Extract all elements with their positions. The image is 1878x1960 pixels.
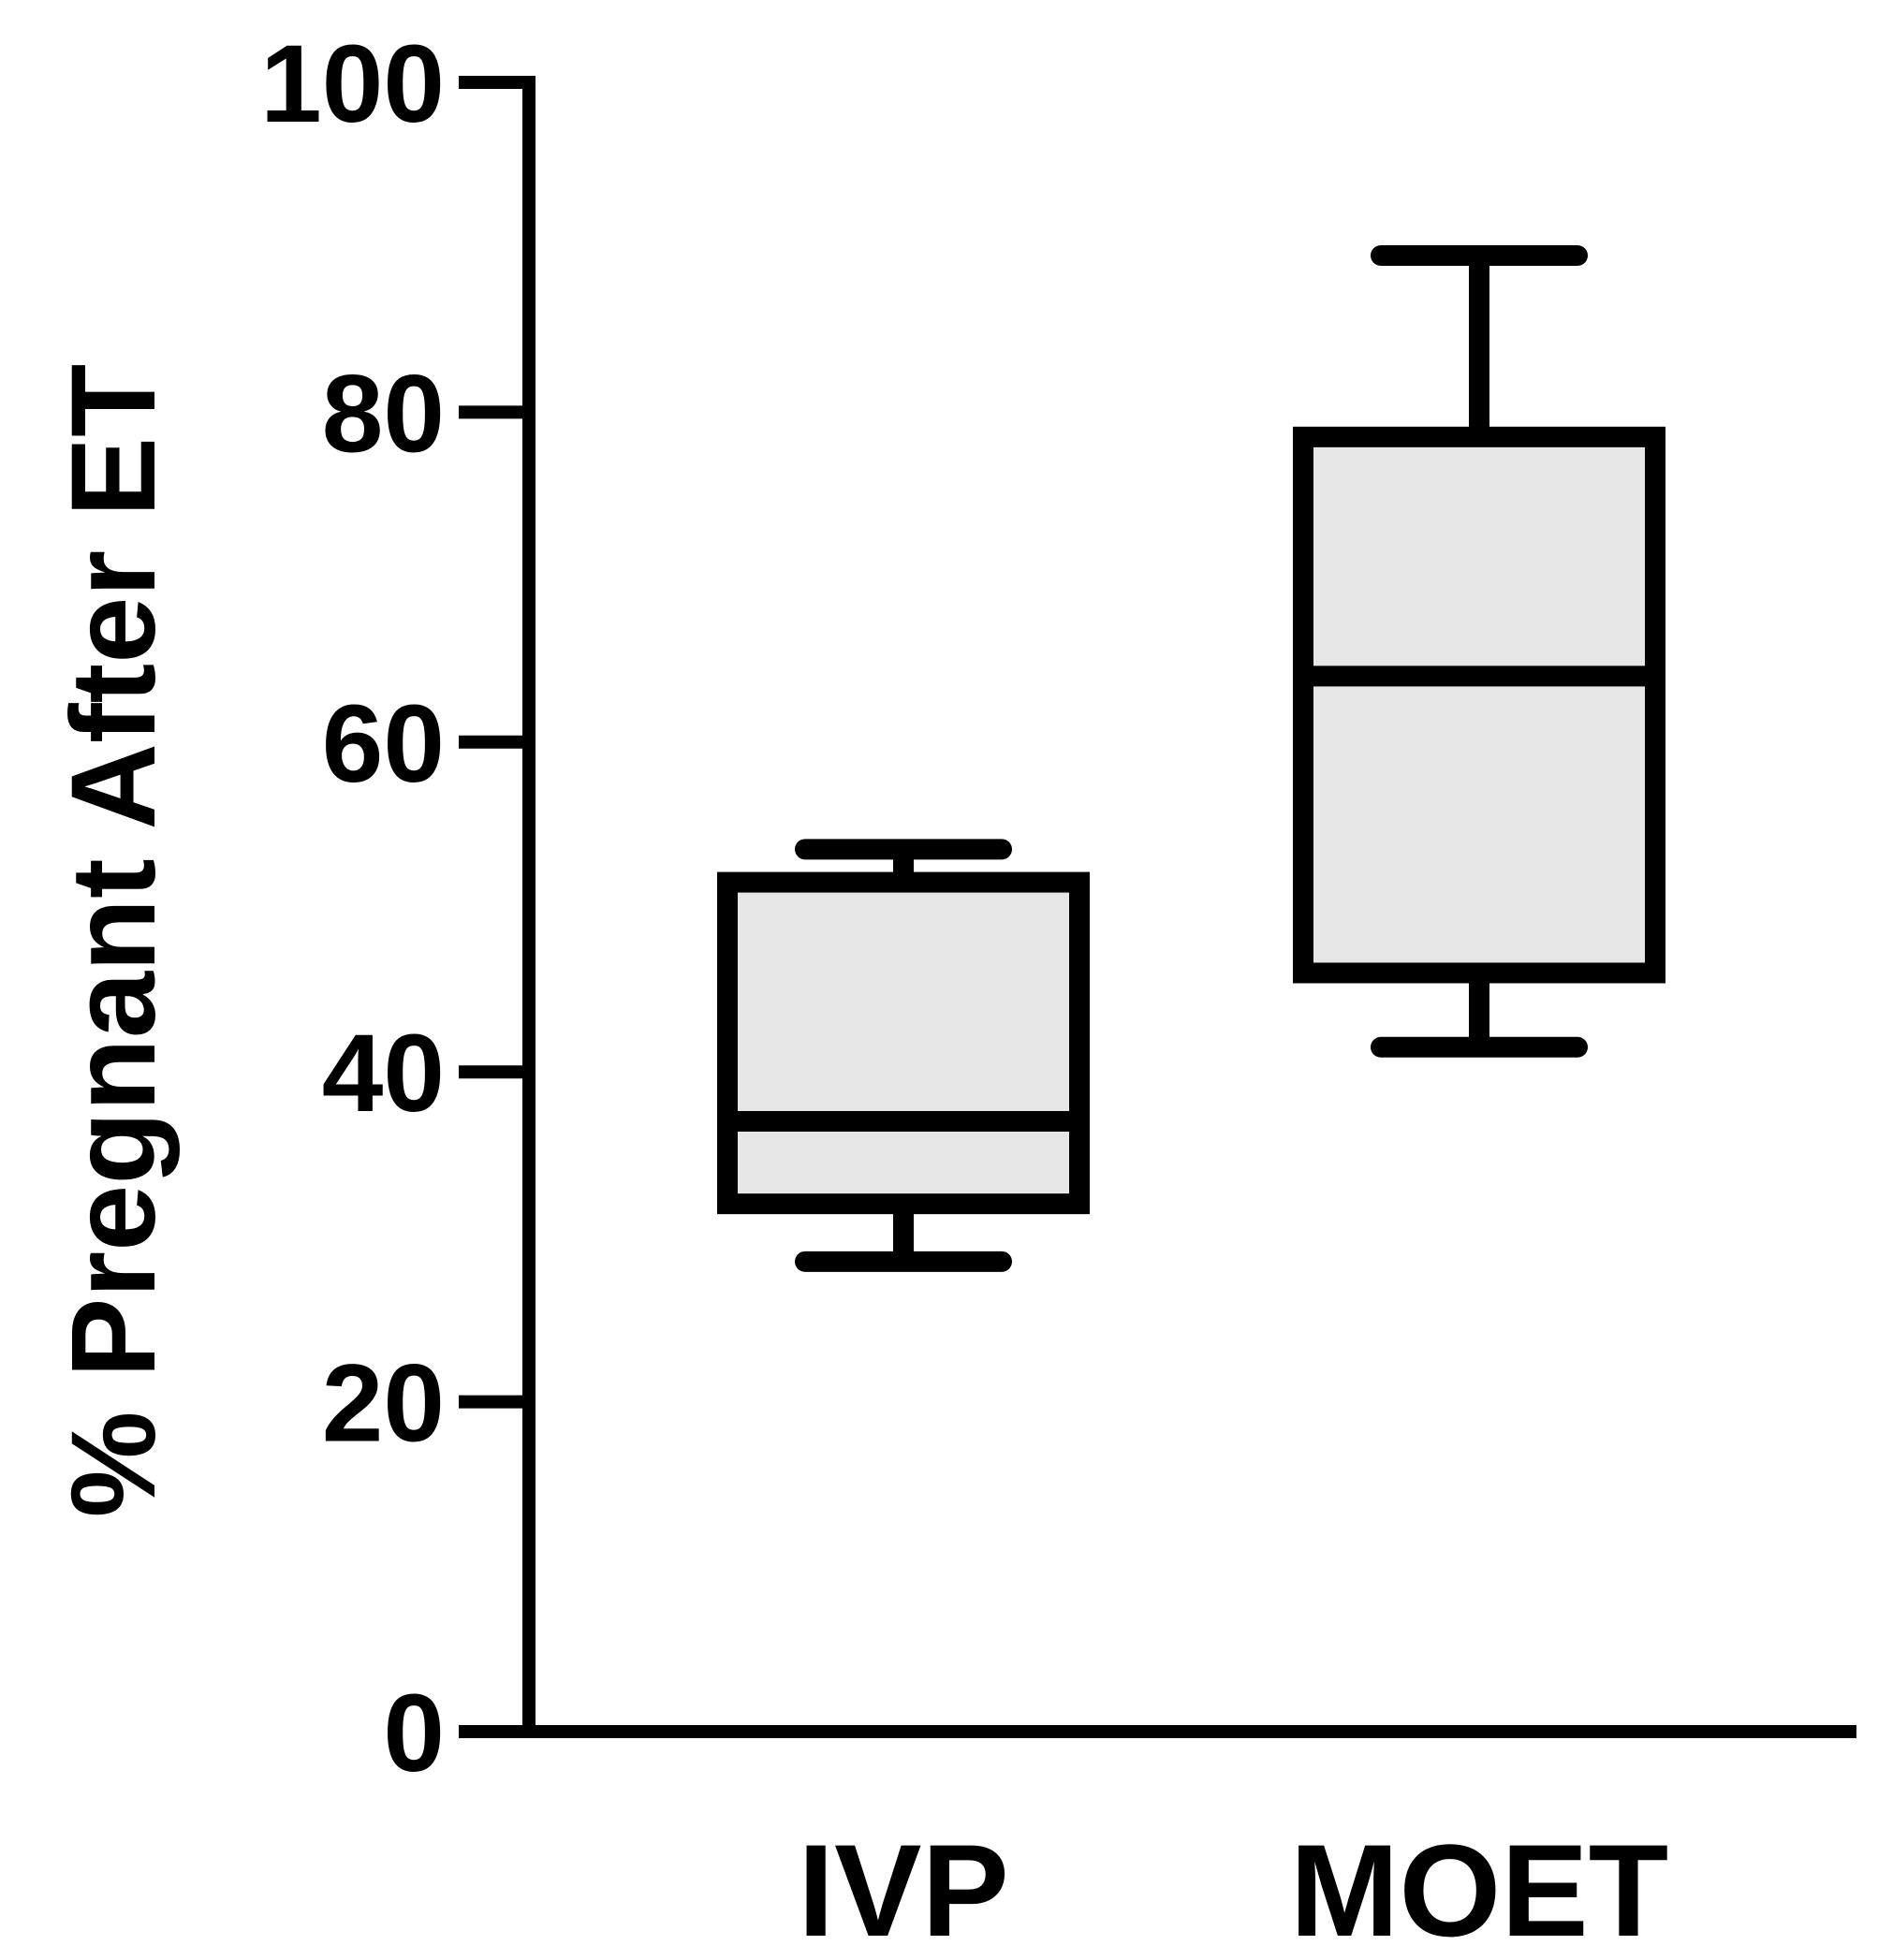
box-iqr-ivp: [717, 871, 1090, 1215]
y-tick-label: 40: [322, 1012, 445, 1135]
x-category-labels: IVP MOET: [798, 1817, 1668, 1960]
x-category-label: MOET: [1290, 1817, 1668, 1960]
y-axis-title: % Pregnant After ET: [47, 364, 181, 1518]
y-ticks: 0 20 40 60 80 100: [260, 22, 529, 1795]
x-category-label: IVP: [798, 1817, 1009, 1960]
y-tick-label: 100: [260, 22, 445, 146]
box-iqr-moet: [1293, 426, 1665, 984]
y-tick-label: 80: [322, 352, 445, 475]
boxes: [717, 245, 1665, 1272]
y-tick-label: 60: [322, 682, 445, 806]
box-ivp: [717, 839, 1090, 1272]
y-tick-label: 0: [383, 1672, 445, 1795]
box-moet: [1293, 245, 1665, 1058]
axes: [522, 76, 1856, 1738]
y-tick-label: 20: [322, 1342, 445, 1466]
